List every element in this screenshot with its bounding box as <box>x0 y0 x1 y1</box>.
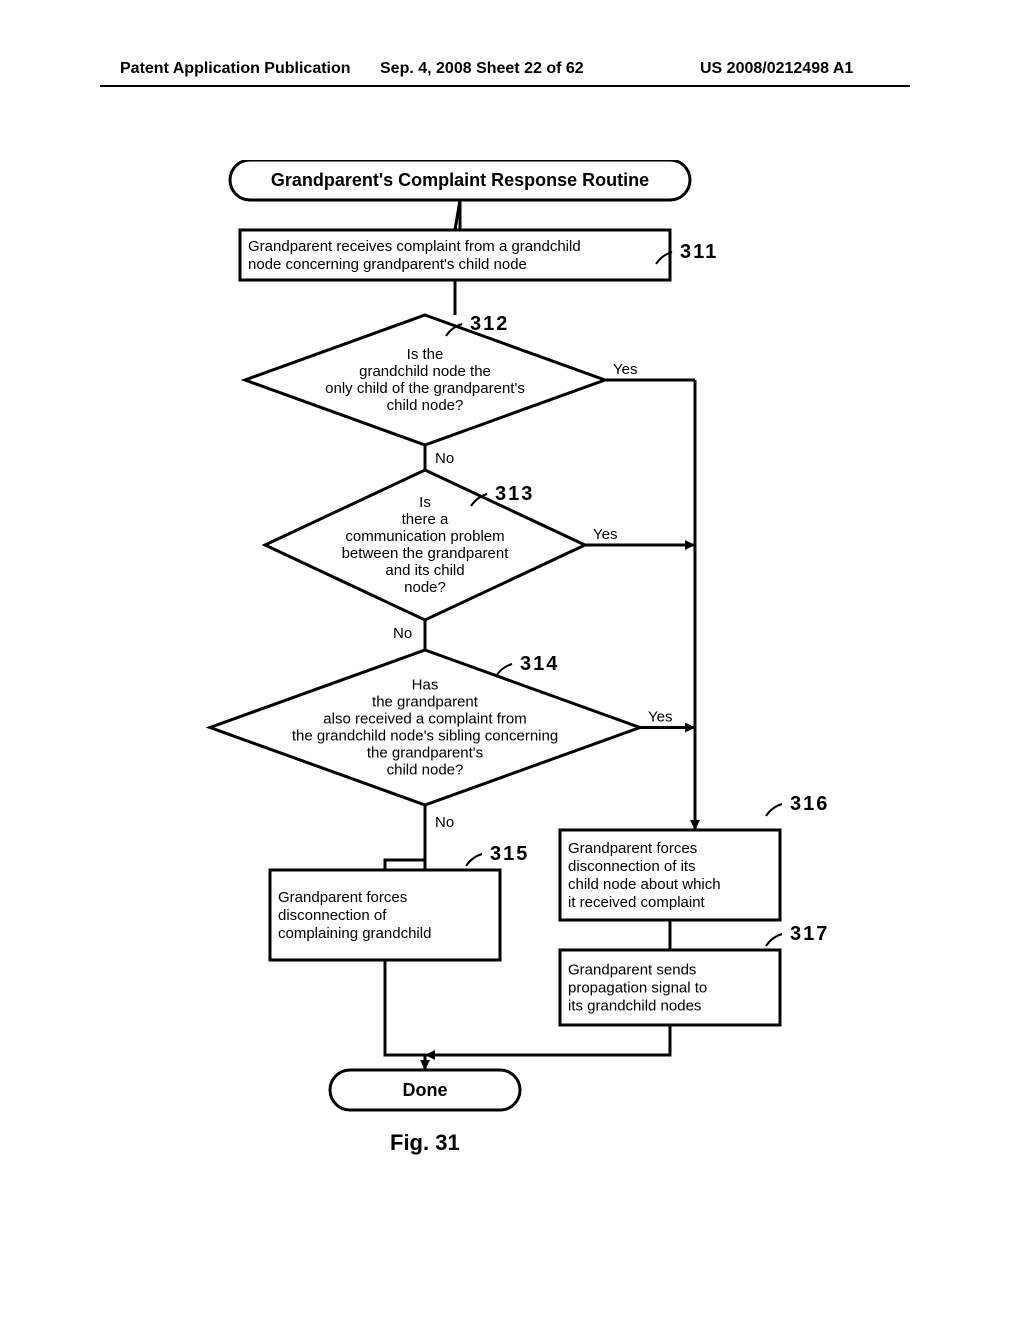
svg-text:Grandparent's Complaint Respon: Grandparent's Complaint Response Routine <box>271 170 649 190</box>
svg-text:disconnection of its: disconnection of its <box>568 858 696 875</box>
svg-text:also received a complaint from: also received a complaint from <box>323 711 526 728</box>
svg-text:Grandparent receives complaint: Grandparent receives complaint from a gr… <box>248 238 581 255</box>
flowchart-canvas: Grandparent's Complaint Response Routine… <box>100 160 910 1130</box>
svg-text:317: 317 <box>790 923 829 945</box>
svg-text:there a: there a <box>402 511 449 528</box>
svg-text:312: 312 <box>470 313 509 335</box>
svg-text:Is the: Is the <box>407 346 444 363</box>
svg-text:its grandchild nodes: its grandchild nodes <box>568 998 701 1015</box>
svg-text:between the grandparent: between the grandparent <box>342 545 510 562</box>
header-center: Sep. 4, 2008 Sheet 22 of 62 <box>380 60 584 78</box>
svg-text:and its child: and its child <box>385 562 464 579</box>
svg-text:Grandparent sends: Grandparent sends <box>568 962 696 979</box>
svg-text:node concerning grandparent's: node concerning grandparent's child node <box>248 256 527 273</box>
svg-text:No: No <box>435 814 454 831</box>
svg-text:the grandchild node's sibling: the grandchild node's sibling concerning <box>292 728 558 745</box>
svg-text:Yes: Yes <box>593 526 617 543</box>
svg-text:only child of the grandparent': only child of the grandparent's <box>325 380 525 397</box>
svg-text:Has: Has <box>412 677 439 694</box>
svg-text:313: 313 <box>495 483 534 505</box>
svg-text:No: No <box>435 450 454 467</box>
svg-text:the grandparent: the grandparent <box>372 694 479 711</box>
figure-caption: Fig. 31 <box>390 1130 460 1156</box>
svg-text:propagation signal to: propagation signal to <box>568 980 707 997</box>
svg-text:Grandparent forces: Grandparent forces <box>568 840 697 857</box>
svg-text:grandchild node the: grandchild node the <box>359 363 491 380</box>
svg-text:Grandparent forces: Grandparent forces <box>278 889 407 906</box>
svg-text:Done: Done <box>403 1080 448 1100</box>
svg-text:311: 311 <box>680 241 718 263</box>
svg-text:Yes: Yes <box>648 709 672 726</box>
svg-text:it received complaint: it received complaint <box>568 894 706 911</box>
svg-text:the grandparent's: the grandparent's <box>367 745 483 762</box>
svg-text:Is: Is <box>419 494 431 511</box>
svg-text:314: 314 <box>520 653 559 675</box>
svg-text:316: 316 <box>790 793 829 815</box>
svg-text:Yes: Yes <box>613 361 637 378</box>
svg-text:child node about which: child node about which <box>568 876 721 893</box>
svg-text:child node?: child node? <box>387 397 464 414</box>
svg-text:node?: node? <box>404 579 446 596</box>
svg-text:child node?: child node? <box>387 762 464 779</box>
header-right: US 2008/0212498 A1 <box>700 60 853 78</box>
svg-text:communication problem: communication problem <box>345 528 504 545</box>
svg-text:complaining grandchild: complaining grandchild <box>278 925 431 942</box>
header-left: Patent Application Publication <box>120 60 351 78</box>
svg-text:315: 315 <box>490 843 529 865</box>
svg-text:No: No <box>393 625 412 642</box>
header-rule <box>100 85 910 87</box>
svg-text:disconnection of: disconnection of <box>278 907 387 924</box>
